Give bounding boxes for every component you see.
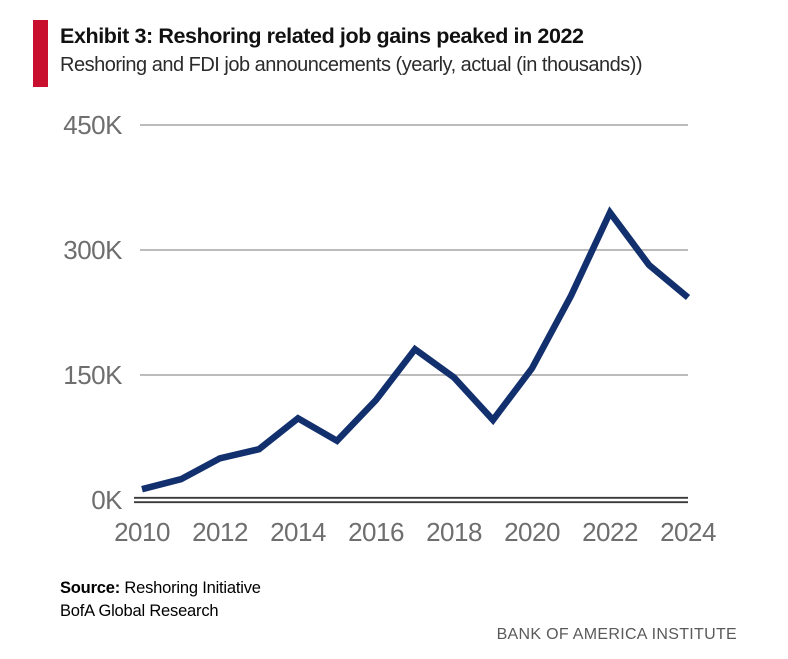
y-tick-label-450k: 450K [63,110,123,140]
x-tick-label-2012: 2012 [192,517,248,547]
line-chart: 0K 150K 300K 450K 2010 2012 2014 2016 2018 2020 20… [63,110,716,547]
x-tick-label-2024: 2024 [660,517,716,547]
x-tick-label-2018: 2018 [426,517,482,547]
source-block: Source: Reshoring Initiative BofA Global… [60,577,261,623]
y-tick-label-0k: 0K [91,485,123,515]
x-tick-label-2010: 2010 [114,517,170,547]
source-line-1: Source: Reshoring Initiative [60,577,261,600]
x-tick-label-2014: 2014 [270,517,326,547]
y-tick-label-150k: 150K [63,360,123,390]
exhibit-title: Exhibit 3: Reshoring related job gains p… [60,24,584,48]
source-label: Source: [60,579,121,597]
source-value: Reshoring Initiative [120,579,261,597]
x-tick-label-2022: 2022 [582,517,638,547]
exhibit-accent-bar [33,20,48,87]
exhibit-subtitle: Reshoring and FDI job announcements (yea… [60,54,643,76]
x-tick-label-2020: 2020 [504,517,560,547]
data-line-reshoring-fdi [141,206,691,493]
x-tick-label-2016: 2016 [348,517,404,547]
source-line-2: BofA Global Research [60,602,219,620]
y-tick-label-300k: 300K [63,235,123,265]
institute-footer: BANK OF AMERICA INSTITUTE [496,626,737,643]
